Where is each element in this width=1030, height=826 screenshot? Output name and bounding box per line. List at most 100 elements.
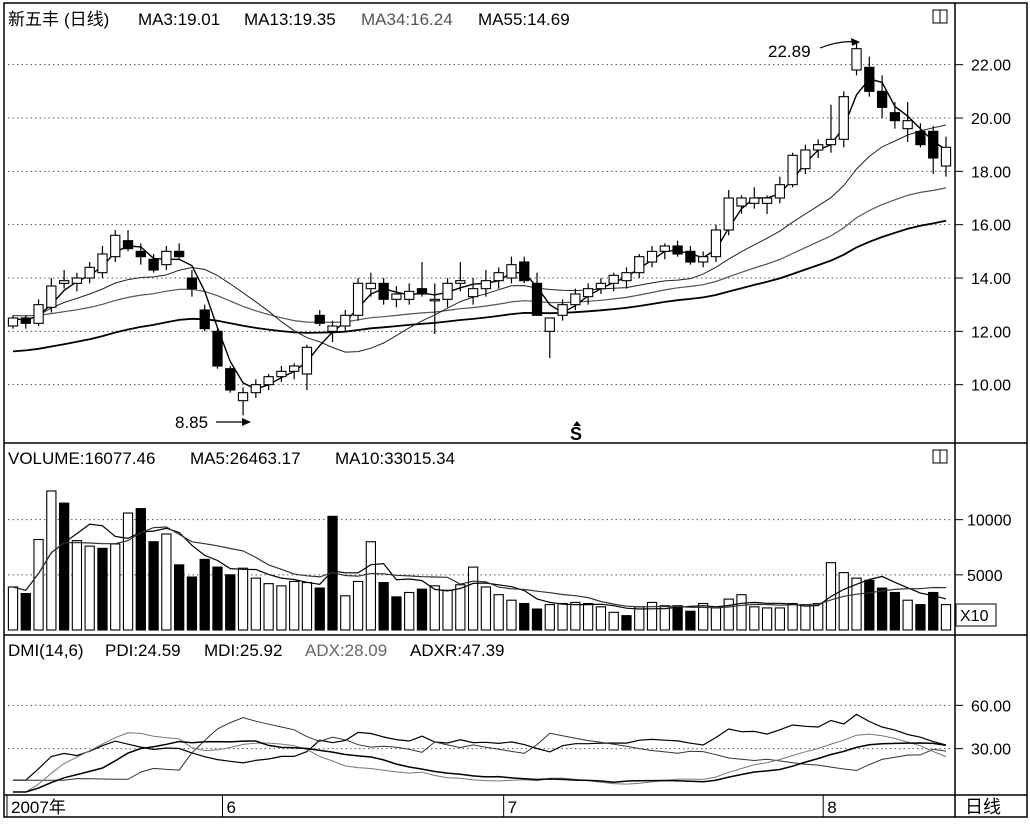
volume-bar-down [135,508,146,631]
volume-bar-up [557,602,568,631]
date-axis: 2007年 6 7 8 [6,795,837,817]
volume-panel-header: VOLUME:16077.46 MA5:26463.17 MA10:33015.… [8,449,455,468]
candle-body-up [84,266,95,279]
candle [761,195,773,214]
candle [659,243,670,260]
volume-bar-up [71,540,83,631]
ma34-line [12,187,947,324]
volume-bar-down [672,605,683,631]
dmi-lines [13,713,947,793]
panel-toggle-button-price[interactable] [932,9,948,24]
volume-bar-up [455,584,466,631]
candle [58,270,70,289]
candle [544,317,555,358]
candle [391,286,402,308]
candle [173,243,185,260]
candle-body-down [928,130,939,159]
stock-name: 新五丰 [8,10,59,29]
candle [889,102,901,129]
volume-bar-down [889,591,901,631]
candle [84,262,95,284]
candle-body-down [135,250,146,258]
volume-bar-down [685,610,696,631]
volume-axis: 10000 5000 [955,513,1012,585]
candle-body-up [646,250,658,263]
candle [33,299,44,326]
volume-bar-up [110,543,121,631]
adx-line [13,732,947,793]
volume-bar-up [289,580,300,631]
candle-body-up [110,234,121,258]
candle-body-down [876,90,888,108]
candle [876,75,888,118]
volume-bar-down [212,566,223,631]
pdi-line [13,713,947,781]
candle-body-down [416,288,428,295]
volume-bar-up [749,606,760,631]
volume-bar-up [301,582,313,631]
volume-bar-down [915,604,926,631]
panel-toggle-button-volume[interactable] [932,449,948,464]
candle [340,310,351,332]
ma34-readout: MA34:16.24 [361,10,453,29]
candle [467,278,479,305]
candle [276,366,287,382]
pdi-readout: PDI:24.59 [105,641,181,660]
candle-body-up [327,325,338,332]
volume-bar-up [429,585,440,631]
volume-ma5-readout: MA5:26463.17 [190,449,301,468]
candle-body-up [97,253,108,274]
volume-bar-up [467,566,479,631]
dmi-readout: DMI(14,6) [8,641,84,660]
candle-body-up [71,277,83,284]
candle-body-up [429,298,440,302]
candle-body-up [352,282,364,316]
volume-bar-up [161,533,172,631]
adxr-line [13,740,947,793]
candle-body-up [365,282,377,290]
candle [672,240,683,257]
volume-bar-up [736,594,747,631]
volume-bar-up [800,604,811,631]
candle-body-down [148,258,159,271]
candle [365,272,377,297]
candle-body-down [889,112,901,122]
candle [352,278,364,321]
candle-body-up [33,304,44,324]
candle [723,190,734,236]
candle [442,278,453,308]
candle [800,144,811,174]
candle-body-up [838,96,849,140]
volume-bar-up [659,605,670,631]
candle-body-up [698,256,709,263]
candle [7,315,19,329]
candle-body-up [340,314,351,327]
candle-body-down [864,66,875,92]
candle-body-up [480,280,492,290]
volume-bar-up [902,599,913,631]
volume-bar-up [263,583,274,631]
candle [97,246,108,278]
candle-body-down [685,250,696,263]
candle-body-up [58,280,70,284]
volume-bar-down [378,582,389,631]
candle [327,320,338,342]
candle [685,246,696,265]
volume-unit-label: X10 [960,608,989,625]
dmi-axis: 60.00 30.00 [955,698,1011,759]
price-tick-label: 22.00 [971,58,1011,75]
candle-body-up [161,250,172,266]
mdi-readout: MDI:25.92 [204,641,282,660]
candle [493,267,504,289]
candle [455,262,466,292]
dmi-panel-header: DMI(14,6) PDI:24.59 MDI:25.92 ADX:28.09 … [8,641,505,660]
candle [621,267,632,289]
period-button[interactable]: 日线 [965,797,1001,817]
volume-bar-up [276,585,287,631]
volume-bar-up [582,602,594,631]
volume-bar-up [122,512,134,631]
ma55-line [12,219,947,353]
candle-body-up [736,197,747,207]
